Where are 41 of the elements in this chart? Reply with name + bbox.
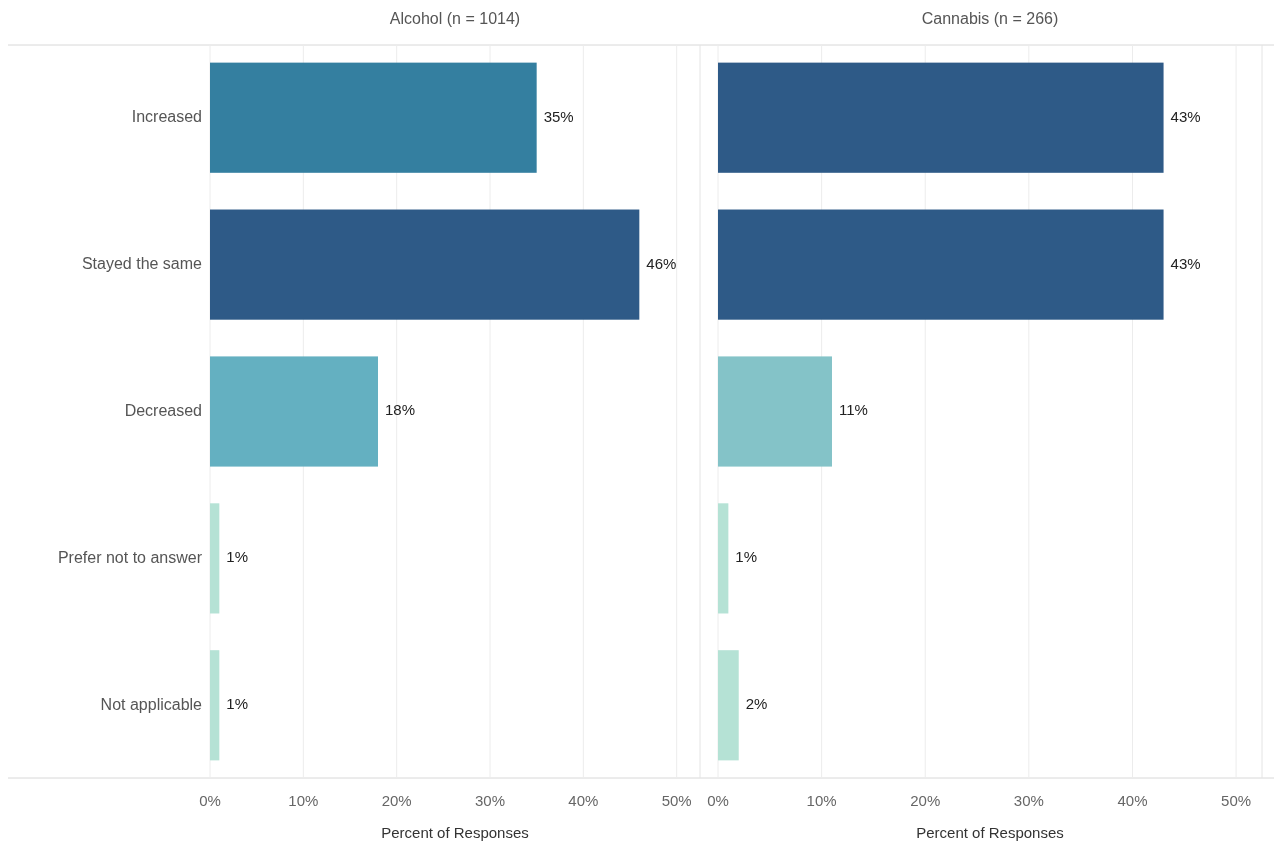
bar: [210, 209, 640, 320]
x-tick-label: 0%: [707, 792, 729, 809]
x-tick-label: 30%: [474, 792, 506, 809]
y-tick-label: Not applicable: [100, 695, 203, 713]
y-tick-label: Decreased: [124, 401, 202, 419]
bar: [210, 650, 220, 761]
data-label: 46%: [646, 254, 677, 272]
x-axis-title: Percent of Responses: [381, 824, 529, 841]
bar: [210, 62, 537, 173]
data-label: 43%: [1170, 254, 1201, 272]
x-tick-label: 10%: [806, 792, 837, 809]
x-tick-label: 40%: [568, 792, 599, 809]
x-tick-label: 40%: [1117, 792, 1148, 809]
x-tick-label: 10%: [288, 792, 319, 809]
bar: [718, 209, 1164, 320]
data-label: 18%: [385, 401, 416, 419]
chart-title: Alcohol (n = 1014): [389, 10, 521, 27]
bar: [718, 650, 739, 761]
x-tick-label: 20%: [381, 792, 412, 809]
bar: [718, 503, 729, 614]
bar: [718, 62, 1164, 173]
data-label: 11%: [838, 401, 868, 419]
bar: [718, 356, 832, 467]
chart-title: Cannabis (n = 266): [921, 10, 1059, 27]
data-label: 35%: [543, 107, 574, 125]
x-axis-title: Percent of Responses: [916, 824, 1064, 841]
data-label: 43%: [1170, 107, 1201, 125]
y-tick-label: Prefer not to answer: [57, 548, 203, 566]
x-tick-label: 0%: [199, 792, 221, 809]
bar: [210, 356, 378, 467]
x-tick-label: 20%: [910, 792, 941, 809]
data-label: 2%: [745, 695, 768, 713]
x-tick-label: 50%: [661, 792, 692, 809]
data-label: 1%: [226, 548, 249, 566]
bar: [210, 503, 220, 614]
data-label: 1%: [735, 548, 758, 566]
y-tick-label: Increased: [131, 107, 202, 125]
data-label: 1%: [226, 695, 249, 713]
y-tick-label: Stayed the same: [81, 254, 203, 272]
x-tick-label: 30%: [1013, 792, 1044, 809]
x-tick-label: 50%: [1221, 792, 1252, 809]
